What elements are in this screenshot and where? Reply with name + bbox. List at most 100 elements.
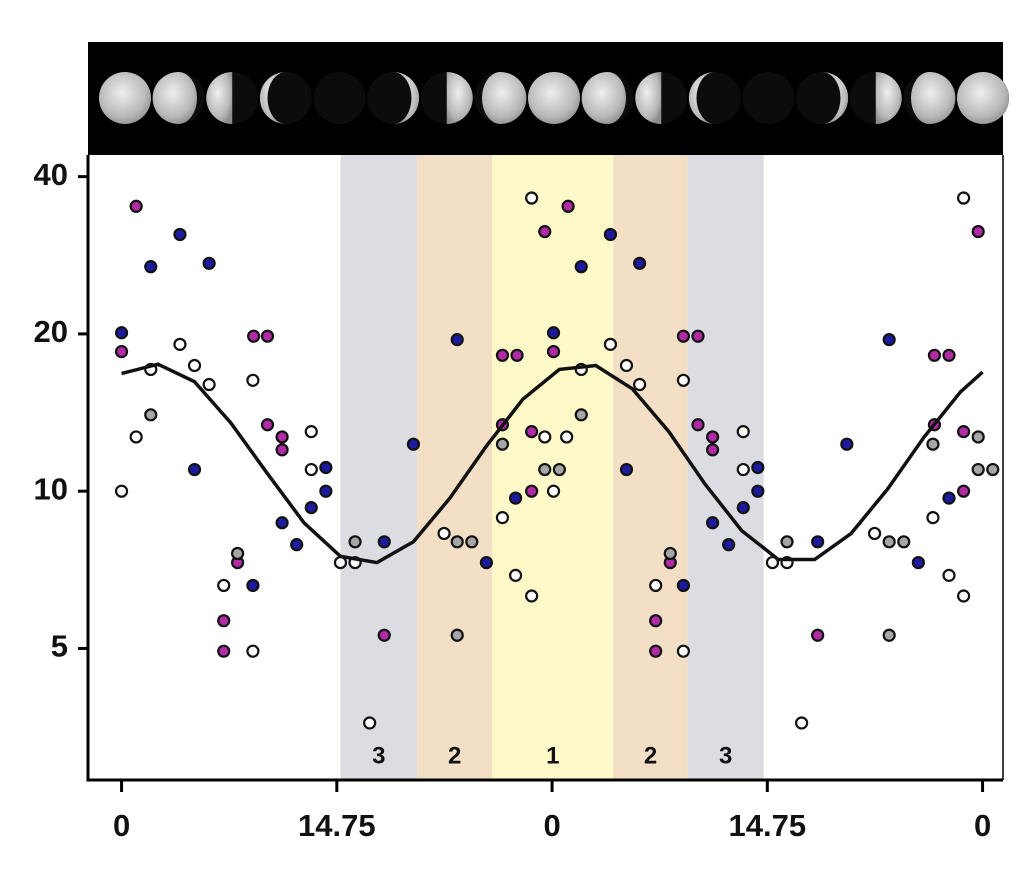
data-point (751, 484, 765, 498)
data-point (705, 430, 720, 444)
data-point (217, 644, 231, 658)
data-point (956, 425, 971, 439)
data-point (304, 501, 318, 515)
phase-band (687, 155, 764, 780)
data-point (217, 578, 231, 593)
data-point (780, 535, 794, 549)
data-point (202, 256, 216, 270)
data-point (538, 430, 552, 444)
band-label: 1 (546, 742, 559, 769)
data-point (676, 329, 691, 343)
data-point (942, 491, 956, 505)
data-point (736, 462, 750, 477)
data-point (926, 511, 940, 525)
data-point (956, 484, 971, 498)
data-point (129, 430, 143, 444)
data-point (927, 348, 942, 362)
fit-curve (121, 362, 984, 565)
data-point (649, 614, 663, 628)
y-tick-label: 5 (51, 629, 68, 664)
data-point (465, 535, 479, 549)
data-point (114, 344, 129, 359)
data-point (663, 546, 677, 561)
data-point (552, 462, 566, 477)
band-label: 2 (644, 742, 657, 769)
moon-lit (822, 72, 849, 124)
data-point (971, 462, 985, 477)
data-point (538, 224, 552, 239)
data-point (202, 377, 216, 392)
data-point (840, 437, 854, 451)
data-point (450, 333, 464, 347)
moon-lit (481, 72, 527, 124)
moon-shadow (742, 72, 795, 124)
moon-lit (152, 72, 198, 124)
data-point (377, 628, 391, 642)
data-point (450, 535, 464, 549)
band-label: 2 (448, 742, 461, 769)
data-point (574, 260, 588, 274)
data-point (275, 443, 289, 457)
data-point (676, 373, 691, 387)
data-point (525, 425, 539, 439)
phase-band (417, 155, 493, 780)
data-point (348, 535, 362, 549)
data-point (510, 348, 524, 362)
data-point (574, 408, 588, 422)
data-point (882, 628, 896, 642)
y-tick-label: 10 (34, 471, 68, 506)
data-point (406, 437, 421, 451)
data-point (619, 462, 634, 477)
moon-shadow (259, 72, 312, 124)
data-point (926, 437, 940, 451)
data-point (691, 329, 705, 343)
moon-phases (99, 72, 1009, 124)
data-point (304, 462, 318, 477)
data-point (508, 491, 523, 505)
data-point (676, 578, 691, 593)
data-point (437, 526, 451, 541)
data-point (986, 462, 1000, 477)
data-point (495, 348, 510, 362)
moon-shadow (313, 72, 366, 124)
data-point (525, 589, 539, 603)
data-point (173, 227, 187, 242)
plot-area: 3 2 1 2 3 5 10 20 40 0 14.75 0 14.75 0 (34, 155, 1004, 843)
data-point (129, 199, 143, 213)
data-point (246, 644, 260, 658)
data-point (304, 425, 318, 439)
phase-band (340, 155, 418, 780)
data-point (114, 484, 129, 498)
data-point (260, 329, 275, 343)
moon-shadow (796, 72, 849, 124)
data-point (676, 644, 691, 658)
moon-lit (259, 72, 286, 124)
x-tick-label: 14.75 (729, 808, 807, 843)
data-point (377, 535, 391, 549)
x-tick-label: 0 (974, 808, 991, 843)
data-point (867, 526, 882, 541)
data-point (546, 326, 561, 340)
data-point (173, 337, 187, 351)
data-point (246, 578, 260, 593)
data-point (603, 337, 618, 351)
data-point (942, 568, 956, 582)
data-point (882, 535, 896, 549)
data-point (971, 430, 985, 444)
data-point (649, 578, 663, 593)
data-point (260, 418, 275, 432)
moon-lit (875, 72, 902, 124)
data-point (560, 430, 574, 444)
moon-shadow (688, 72, 741, 124)
data-point (114, 326, 129, 340)
data-point (942, 348, 956, 362)
data-point (811, 628, 825, 642)
data-point (633, 256, 647, 270)
data-point (230, 546, 245, 561)
data-point (508, 568, 523, 582)
data-point (603, 227, 618, 242)
x-tick-label: 14.75 (298, 808, 376, 843)
moon-lit (99, 72, 151, 124)
data-point (546, 484, 561, 498)
moon-lit (446, 72, 473, 124)
